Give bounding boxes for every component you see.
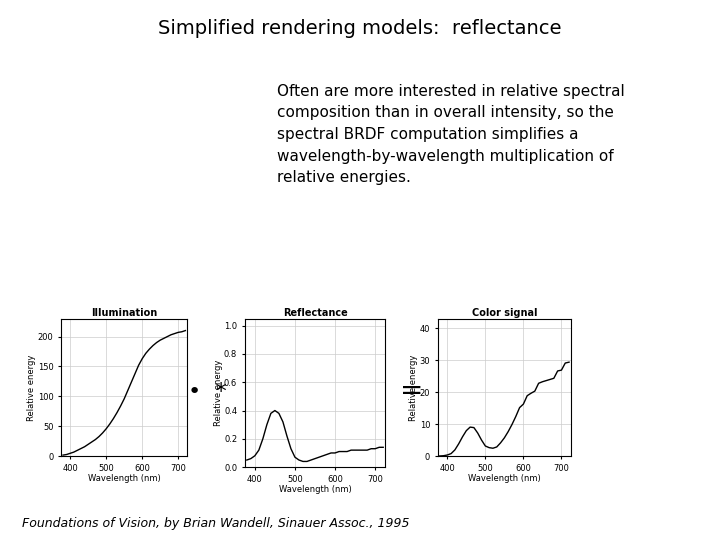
Text: =: =	[400, 377, 423, 406]
Text: Simplified rendering models:  reflectance: Simplified rendering models: reflectance	[158, 19, 562, 38]
X-axis label: Wavelength (nm): Wavelength (nm)	[88, 474, 161, 483]
Y-axis label: Relative energy: Relative energy	[214, 360, 222, 426]
Text: Often are more interested in relative spectral
composition than in overall inten: Often are more interested in relative sp…	[277, 84, 625, 185]
Y-axis label: Relative energy: Relative energy	[27, 354, 37, 421]
Title: Color signal: Color signal	[472, 308, 537, 318]
Y-axis label: Relative energy: Relative energy	[409, 354, 418, 421]
Text: Foundations of Vision, by Brian Wandell, Sinauer Assoc., 1995: Foundations of Vision, by Brian Wandell,…	[22, 517, 409, 530]
X-axis label: Wavelength (nm): Wavelength (nm)	[279, 485, 351, 494]
Title: Reflectance: Reflectance	[283, 308, 347, 318]
X-axis label: Wavelength (nm): Wavelength (nm)	[468, 474, 541, 483]
Text: •  *: • *	[188, 381, 227, 402]
Title: Illumination: Illumination	[91, 308, 158, 318]
